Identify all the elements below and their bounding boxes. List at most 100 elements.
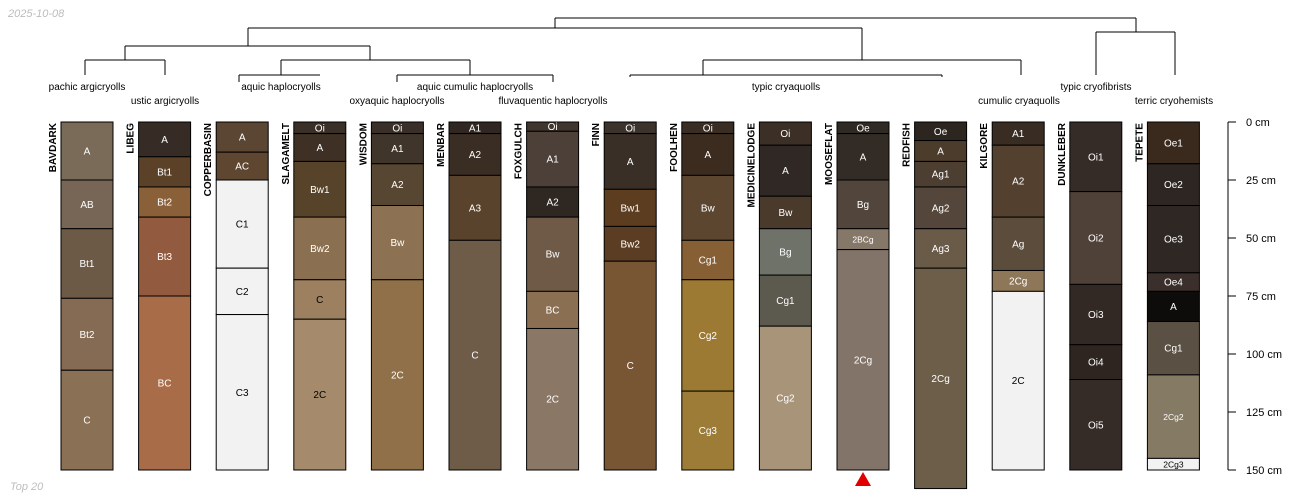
horizon-bw2 <box>603 225 657 262</box>
horizon-label: 2C <box>391 370 404 381</box>
horizon-label: Cg2 <box>699 331 718 342</box>
horizon-a3 <box>448 174 502 241</box>
taxon-label: pachic argicryolls <box>49 82 126 93</box>
horizon-oe1 <box>1146 121 1200 165</box>
taxon-label: fluvaquentic haplocryolls <box>499 96 608 107</box>
horizon-label: A <box>1170 302 1177 313</box>
horizon-label: Bw <box>390 238 405 249</box>
horizon-label: 2Cg2 <box>1163 412 1184 422</box>
horizon-label: Bt3 <box>157 252 172 263</box>
horizon-label: Oi5 <box>1088 420 1104 431</box>
horizon-label: A <box>316 143 323 154</box>
taxon-label: cumulic cryaquolls <box>978 96 1060 107</box>
horizon-oi3 <box>1069 283 1123 346</box>
horizon-label: A <box>239 133 246 144</box>
horizon-label: Bw <box>701 203 716 214</box>
horizon-label: Bw1 <box>620 203 640 214</box>
horizon-label: A1 <box>469 123 482 134</box>
horizon-bw1 <box>603 188 657 227</box>
depth-marker-triangle <box>855 472 871 486</box>
horizon-label: Ag2 <box>932 203 950 214</box>
horizon-bt2 <box>60 297 114 371</box>
horizon-2c <box>370 279 424 471</box>
horizon-2c <box>991 290 1045 471</box>
horizon-bw <box>758 195 812 230</box>
horizon-2cg <box>914 267 968 490</box>
horizon-oe3 <box>1146 205 1200 274</box>
horizon-2cg <box>836 249 890 471</box>
horizon-label: 2C <box>313 390 326 401</box>
taxon-label: aquic cumulic haplocryolls <box>417 82 533 93</box>
horizon-a <box>1146 290 1200 323</box>
depth-axis-label: 0 cm <box>1246 117 1270 129</box>
horizon-label: Oi2 <box>1088 234 1104 245</box>
horizon-a2 <box>448 133 502 176</box>
horizon-label: A2 <box>469 150 482 161</box>
horizon-label: Cg3 <box>699 426 718 437</box>
horizon-a <box>758 144 812 197</box>
horizon-label: A1 <box>546 155 559 166</box>
taxon-label: ustic argicryolls <box>131 96 199 107</box>
horizon-label: Bt2 <box>79 330 94 341</box>
horizon-oe2 <box>1146 163 1200 207</box>
horizon-label: Oe <box>856 123 870 134</box>
horizon-label: Bg <box>857 200 869 211</box>
horizon-cg1 <box>681 239 735 281</box>
footer-label: Top 20 <box>10 481 44 493</box>
taxon-label: oxyaquic haplocryolls <box>349 96 444 107</box>
horizon-c <box>603 260 657 471</box>
horizon-label: Oe1 <box>1164 138 1183 149</box>
horizon-label: BC <box>158 379 172 390</box>
horizon-a <box>681 133 735 176</box>
horizon-label: A <box>161 135 168 146</box>
horizon-bt1 <box>138 156 192 188</box>
horizon-cg2 <box>681 279 735 392</box>
horizon-c2 <box>215 267 269 316</box>
horizon-label: Oe4 <box>1164 278 1183 289</box>
horizon-a <box>215 121 269 153</box>
horizon-a1 <box>526 130 580 188</box>
horizon-label: Oi <box>625 123 635 134</box>
depth-axis-label: 100 cm <box>1246 349 1282 361</box>
horizon-label: C <box>627 361 634 372</box>
horizon-label: Ag1 <box>932 170 950 181</box>
horizon-label: Bw1 <box>310 185 330 196</box>
horizon-label: 2BCg <box>852 235 874 245</box>
profile-name: KILGORE <box>979 123 990 169</box>
horizon-label: Oi1 <box>1088 152 1104 163</box>
horizon-label: A3 <box>469 203 482 214</box>
horizon-label: Ag <box>1012 239 1024 250</box>
horizon-c <box>60 369 114 471</box>
horizon-label: Oe2 <box>1164 180 1183 191</box>
horizon-label: 2Cg3 <box>1163 460 1184 470</box>
horizon-c <box>293 279 347 320</box>
profile-name: MEDICINELODGE <box>746 123 757 208</box>
horizon-label: C <box>316 295 323 306</box>
horizon-label: C2 <box>236 287 249 298</box>
horizon-label: 2C <box>1012 376 1025 387</box>
horizon-oi1 <box>1069 121 1123 193</box>
horizon-bc <box>526 290 580 329</box>
horizon-label: Bt1 <box>157 167 172 178</box>
horizon-label: Bt1 <box>79 259 94 270</box>
horizon-label: C <box>471 351 478 362</box>
horizon-label: A <box>627 157 634 168</box>
taxon-label: typic cryofibrists <box>1060 82 1131 93</box>
horizon-label: 2Cg <box>931 374 949 385</box>
date-label: 2025-10-08 <box>8 8 65 20</box>
depth-axis-label: 75 cm <box>1246 291 1276 303</box>
horizon-label: A1 <box>1012 129 1025 140</box>
horizon-label: AC <box>235 162 249 173</box>
horizon-label: Bw <box>546 250 561 261</box>
horizon-c1 <box>215 179 269 269</box>
horizon-label: Bw <box>778 208 793 219</box>
horizon-bg <box>836 179 890 230</box>
profile-name: SLAGAMELT <box>281 123 292 184</box>
horizon-label: Cg1 <box>1164 344 1183 355</box>
horizon-ag3 <box>914 228 968 269</box>
horizon-bw <box>681 174 735 241</box>
profile-name: COPPERBASIN <box>203 123 214 196</box>
horizon-label: C <box>83 416 90 427</box>
horizon-label: A <box>782 166 789 177</box>
